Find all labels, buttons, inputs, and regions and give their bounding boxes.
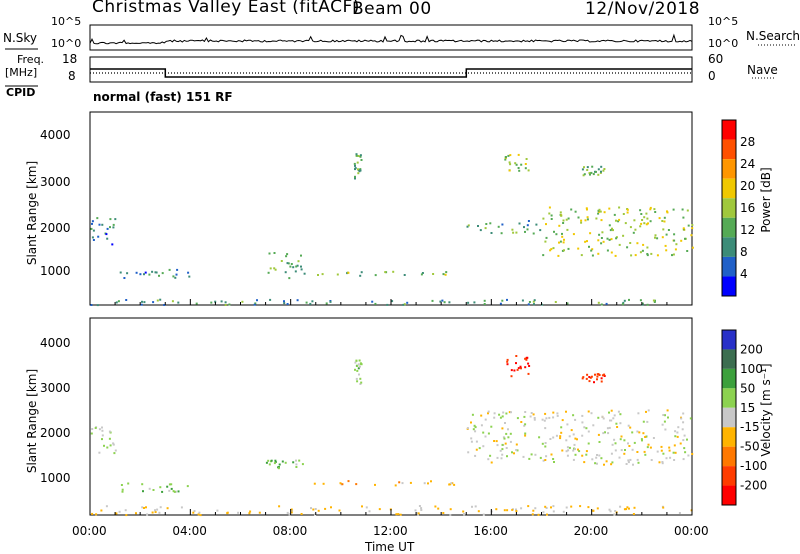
velocity-colorbar-frame bbox=[721, 329, 737, 506]
power-colorbar-swatch bbox=[722, 178, 736, 199]
power-heatmap-region bbox=[581, 165, 606, 177]
freq-unit-label: [MHz] bbox=[5, 66, 38, 79]
power-heatmap-region bbox=[504, 153, 530, 172]
power-heatmap-region bbox=[90, 217, 117, 246]
power-heatmap-region bbox=[466, 220, 542, 235]
power-colorbar-swatch bbox=[722, 139, 736, 160]
nsky-panel-frame bbox=[89, 24, 693, 51]
freq-tick-high: 18 bbox=[62, 52, 78, 66]
nsearch-tick-low: 10^0 bbox=[708, 37, 739, 50]
xaxis-label: Time UT bbox=[365, 540, 415, 554]
power-colorbar-swatch bbox=[722, 237, 736, 257]
power-heatmap-region bbox=[119, 268, 191, 279]
vel-ytick-2000: 2000 bbox=[40, 426, 71, 440]
power-colorbar-tick: 28 bbox=[740, 135, 755, 149]
power-heatmap-region bbox=[267, 252, 303, 280]
power-heatmap-region bbox=[303, 270, 448, 277]
velocity-colorbar-tick: -50 bbox=[740, 440, 760, 454]
power-colorbar-tick: 20 bbox=[740, 179, 755, 193]
power-ytick-1000: 1000 bbox=[40, 264, 71, 278]
xaxis-tick-label: 00:00 bbox=[674, 524, 709, 538]
velocity-heatmap-region bbox=[354, 359, 363, 385]
velocity-heatmap-region bbox=[466, 409, 694, 466]
velocity-heatmap-frame bbox=[89, 317, 693, 516]
power-colorbar-tick: 4 bbox=[740, 267, 748, 281]
velocity-colorbar-swatch bbox=[722, 388, 736, 408]
nsky-tick-high: 10^5 bbox=[51, 15, 82, 28]
velocity-colorbar-swatch bbox=[722, 407, 736, 428]
date-label: 12/Nov/2018 bbox=[585, 0, 701, 19]
power-ytick-4000: 4000 bbox=[40, 128, 71, 142]
velocity-colorbar-tick: 200 bbox=[740, 342, 763, 356]
velocity-heatmap-region bbox=[91, 505, 693, 517]
velocity-heatmap-region bbox=[313, 480, 456, 487]
velocity-colorbar-tick: -100 bbox=[740, 459, 767, 473]
freq-label: Freq. bbox=[17, 53, 45, 66]
power-heatmap-region bbox=[353, 153, 363, 180]
power-colorbar-tick: 12 bbox=[740, 223, 755, 237]
velocity-colorbar-swatch bbox=[722, 349, 736, 369]
velocity-colorbar-swatch bbox=[722, 330, 736, 350]
power-heatmap-region bbox=[542, 206, 694, 257]
power-colorbar-tick: 24 bbox=[740, 157, 755, 171]
power-ytick-3000: 3000 bbox=[40, 175, 71, 189]
nave-tick-low: 0 bbox=[708, 69, 716, 83]
power-heatmap-region bbox=[90, 298, 656, 307]
nsearch-tick-high: 10^5 bbox=[708, 15, 739, 28]
xaxis-tick-label: 08:00 bbox=[272, 524, 308, 538]
velocity-heatmap-region bbox=[120, 482, 189, 493]
power-colorbar-swatch bbox=[722, 256, 736, 277]
power-colorbar-tick: 16 bbox=[740, 201, 755, 215]
velocity-heatmap-region bbox=[265, 459, 304, 470]
xaxis-tick-label: 16:00 bbox=[473, 524, 508, 538]
nsearch-label: N.Search bbox=[746, 29, 800, 43]
power-colorbar-swatch bbox=[722, 120, 736, 140]
velocity-colorbar-swatch bbox=[722, 427, 736, 447]
xaxis-tick-label: 04:00 bbox=[172, 524, 207, 538]
nave-tick-high: 60 bbox=[708, 52, 724, 66]
velocity-heatmap-region bbox=[506, 355, 531, 378]
velocity-colorbar-tick: 50 bbox=[740, 381, 755, 395]
velocity-colorbar-tick: 100 bbox=[740, 362, 763, 376]
xaxis-tick-label: 12:00 bbox=[373, 524, 408, 538]
power-colorbar-tick: 8 bbox=[740, 245, 748, 259]
velocity-colorbar-tick: -200 bbox=[740, 479, 767, 493]
vel-ytick-3000: 3000 bbox=[40, 381, 71, 395]
nsky-label: N.Sky bbox=[3, 31, 38, 45]
cpid-text: normal (fast) 151 RF bbox=[93, 90, 233, 104]
vel-ytick-1000: 1000 bbox=[40, 471, 71, 485]
freq-series-line bbox=[90, 68, 692, 78]
velocity-colorbar-swatch bbox=[722, 466, 736, 486]
xaxis-tick-label: 20:00 bbox=[573, 524, 609, 538]
power-colorbar-swatch bbox=[722, 217, 736, 238]
chart-title: Christmas Valley East (fitACF) bbox=[92, 0, 360, 17]
velocity-colorbar-swatch bbox=[722, 368, 736, 389]
nsky-series-line bbox=[89, 33, 693, 45]
velocity-heatmap-region bbox=[90, 426, 117, 455]
power-colorbar-swatch bbox=[722, 159, 736, 179]
beam-label: Beam 00 bbox=[352, 0, 432, 19]
power-colorbar-swatch bbox=[722, 198, 736, 218]
nsky-tick-low: 10^0 bbox=[51, 37, 82, 50]
power-ytick-2000: 2000 bbox=[40, 221, 71, 235]
freq-tick-low: 8 bbox=[68, 69, 76, 83]
power-colorbar-frame bbox=[721, 119, 737, 297]
velocity-colorbar-tick: 15 bbox=[740, 401, 755, 415]
velocity-heatmap-region bbox=[581, 373, 606, 384]
velocity-colorbar-tick: -15 bbox=[740, 420, 760, 434]
velocity-colorbar-swatch bbox=[722, 485, 736, 505]
nave-label: Nave bbox=[747, 63, 778, 77]
power-heatmap-frame bbox=[89, 111, 693, 306]
vel-ytick-4000: 4000 bbox=[40, 336, 71, 350]
xaxis-tick-label: 00:00 bbox=[72, 524, 107, 538]
power-colorbar-swatch bbox=[722, 276, 736, 296]
velocity-colorbar-swatch bbox=[722, 446, 736, 467]
cpid-label: CPID bbox=[6, 86, 36, 99]
